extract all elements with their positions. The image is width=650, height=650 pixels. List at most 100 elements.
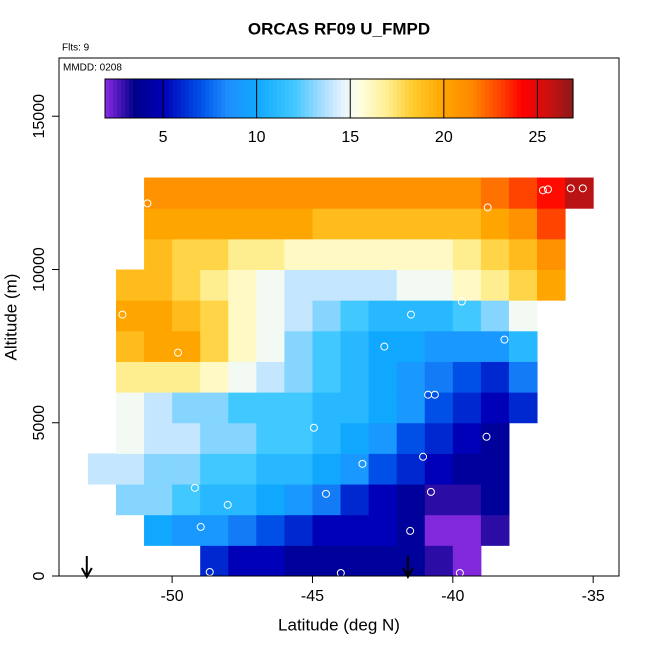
heat-cell (508, 269, 538, 301)
heat-cell (312, 208, 342, 240)
heat-cell (256, 361, 285, 393)
arrow (402, 556, 414, 580)
colorbar-swatch (125, 79, 130, 118)
colorbar-swatch (169, 79, 174, 118)
colorbar-swatch (537, 79, 542, 118)
colorbar-swatch (357, 79, 362, 118)
heat-cell (284, 514, 313, 546)
heat-cell (508, 238, 538, 270)
colorbar-swatch (529, 79, 534, 118)
heat-cell (284, 330, 313, 362)
heat-cell (452, 269, 482, 301)
heat-cell (284, 422, 313, 454)
heat-cell (424, 269, 454, 301)
heat-cell (396, 422, 426, 454)
heat-cell (340, 238, 370, 270)
colorbar-swatch (197, 79, 202, 118)
flight-point (309, 423, 318, 432)
colorbar-swatch (437, 79, 442, 118)
colorbar-swatch (121, 79, 126, 118)
heat-cell (256, 453, 285, 485)
heat-cell (144, 361, 173, 393)
colorbar-swatch (541, 79, 546, 118)
heat-cell (144, 453, 173, 485)
flight-point (430, 390, 439, 399)
heat-cell (340, 300, 370, 332)
colorbar-swatch (385, 79, 390, 118)
x-axis-label: Latitude (deg N) (278, 615, 400, 634)
flight-point (321, 489, 330, 498)
colorbar-swatch (213, 79, 218, 118)
heat-cell (256, 177, 285, 209)
y-tick-label: 0 (31, 571, 48, 580)
heat-cell (200, 238, 229, 270)
heat-cell (312, 545, 342, 577)
heat-cell (424, 238, 454, 270)
colorbar-swatch (149, 79, 154, 118)
heat-cell (424, 545, 454, 577)
colorbar-swatch (337, 79, 342, 118)
colorbar-swatch (305, 79, 310, 118)
colorbar-swatch (405, 79, 410, 118)
heat-cell (424, 208, 454, 240)
arrow (80, 556, 93, 580)
heat-cell (228, 269, 257, 301)
heat-cell (537, 269, 566, 301)
heat-cell (424, 422, 454, 454)
colorbar-swatch (365, 79, 370, 118)
heat-cell (396, 177, 426, 209)
colorbar-swatch (289, 79, 294, 118)
colorbar-swatch (421, 79, 426, 118)
flight-point (406, 526, 415, 535)
heat-cell (396, 392, 426, 424)
flight-point (426, 487, 435, 496)
heat-cell (200, 422, 229, 454)
flight-point (483, 203, 492, 212)
heat-cell (172, 238, 201, 270)
heat-cell (424, 392, 454, 424)
heat-cell (368, 208, 398, 240)
flight-point (543, 185, 552, 194)
colorbar-swatch (549, 79, 554, 118)
heat-cell (144, 208, 173, 240)
heat-cell (172, 484, 201, 516)
colorbar-swatch (293, 79, 298, 118)
colorbar-swatch (505, 79, 510, 118)
heat-cell (256, 208, 285, 240)
heat-cell (312, 238, 342, 270)
heat-cell (200, 545, 229, 577)
heat-cell (144, 300, 173, 332)
heat-cell (340, 484, 370, 516)
heat-cell (480, 238, 510, 270)
heat-cell (368, 177, 398, 209)
colorbar-swatch (469, 79, 474, 118)
colorbar-swatch (145, 79, 150, 118)
colorbar-swatch (485, 79, 490, 118)
heat-cell (452, 514, 482, 546)
heat-cell (200, 177, 229, 209)
heat-cell (480, 514, 510, 546)
heatmap (87, 177, 594, 577)
heat-cell (256, 484, 285, 516)
heat-cell (368, 422, 398, 454)
heat-cell (452, 208, 482, 240)
colorbar-swatch (553, 79, 558, 118)
x-tick-label: -35 (582, 588, 605, 605)
heat-cell (340, 392, 370, 424)
heat-cell (312, 300, 342, 332)
colorbar-swatch (177, 79, 182, 118)
y-tick-label: 15000 (31, 94, 48, 139)
colorbar-swatch (261, 79, 266, 118)
colorbar-swatch (317, 79, 322, 118)
heat-cell (172, 514, 201, 546)
heat-cell (284, 269, 313, 301)
colorbar-swatch (493, 79, 498, 118)
heat-cell (340, 422, 370, 454)
heat-cell (284, 392, 313, 424)
heat-cell (452, 422, 482, 454)
colorbar-swatch (461, 79, 466, 118)
colorbar-swatch (281, 79, 286, 118)
colorbar-swatch (301, 79, 306, 118)
x-tick-label: -50 (161, 588, 184, 605)
